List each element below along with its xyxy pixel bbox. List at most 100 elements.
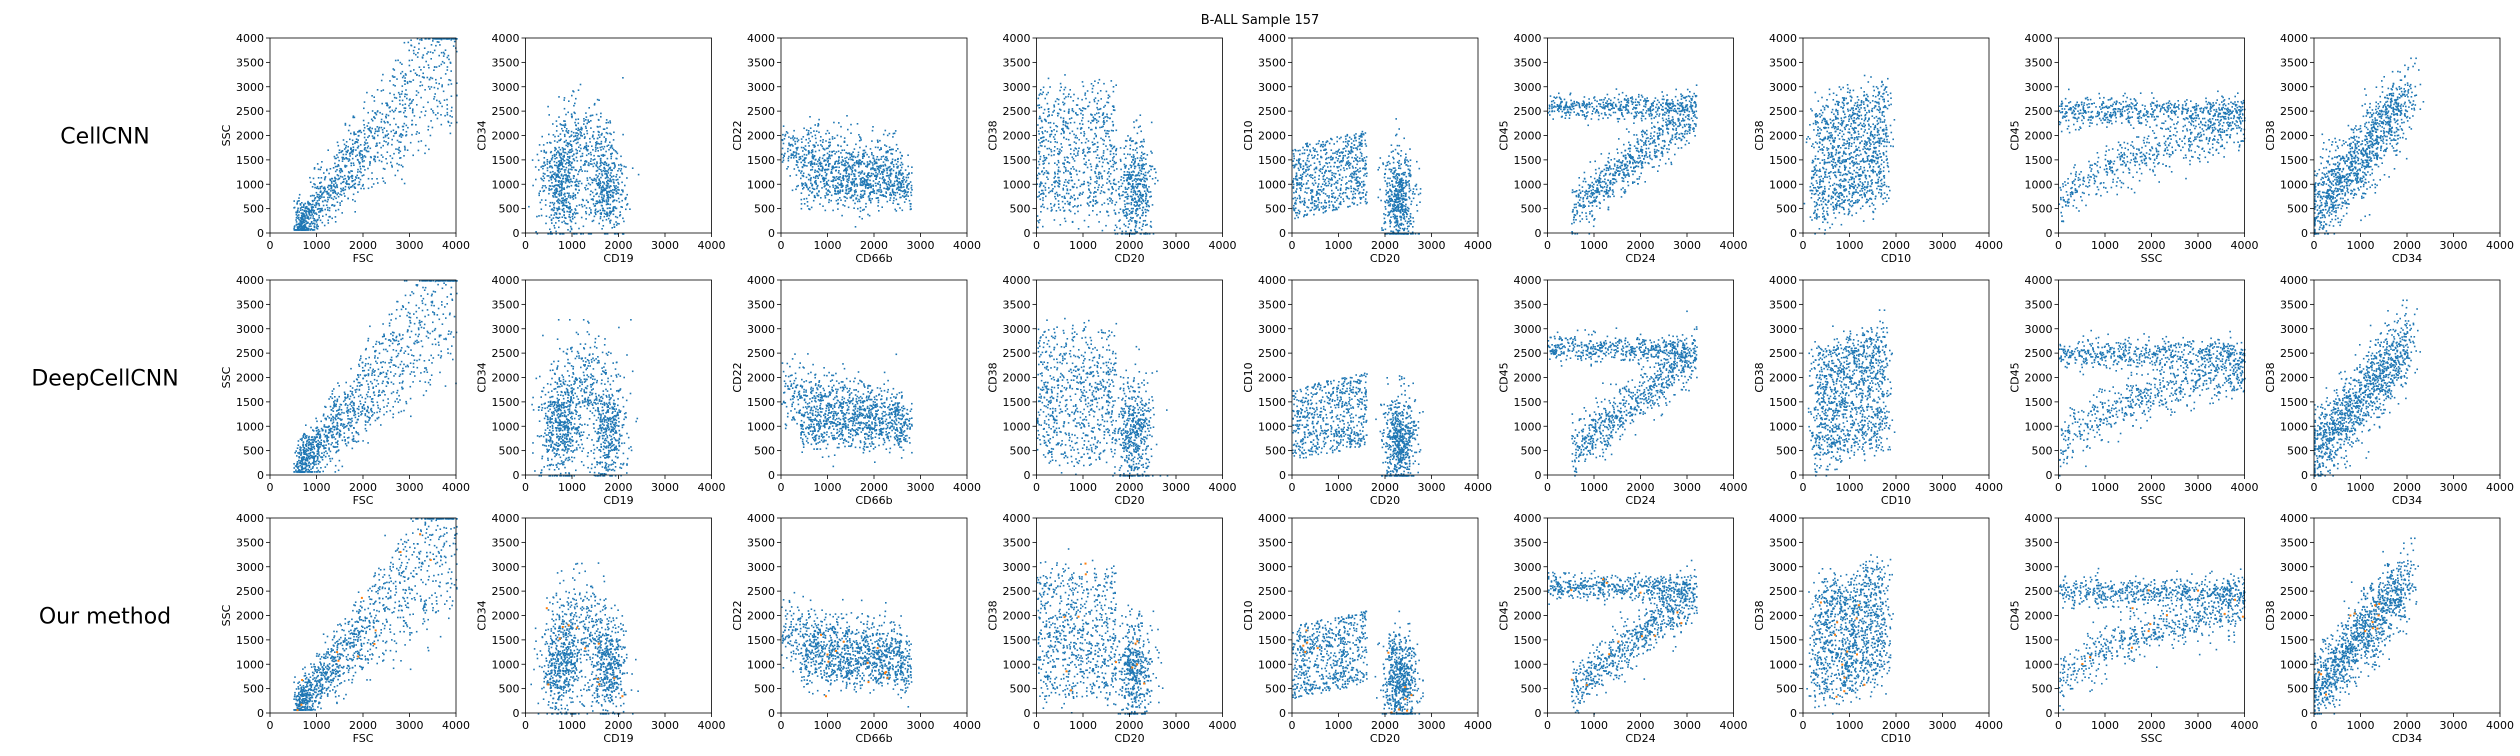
scatter-point xyxy=(561,208,564,211)
scatter-point xyxy=(1148,170,1150,173)
scatter-point xyxy=(369,129,371,132)
scatter-point xyxy=(1411,193,1414,195)
scatter-point xyxy=(891,188,894,191)
scatter-point xyxy=(900,161,903,164)
scatter-point xyxy=(349,152,352,154)
scatter-point xyxy=(900,169,902,171)
scatter-point xyxy=(904,181,907,183)
scatter-point xyxy=(1064,197,1066,199)
scatter-point xyxy=(810,162,813,164)
scatter-point xyxy=(310,211,313,214)
scatter-point xyxy=(1082,148,1085,151)
scatter-point xyxy=(384,168,386,170)
scatter-point xyxy=(563,99,565,101)
scatter-point xyxy=(1152,233,1155,235)
scatter-point xyxy=(549,171,552,174)
scatter-point xyxy=(849,196,852,199)
scatter-point xyxy=(610,155,613,158)
scatter-point xyxy=(1096,106,1098,109)
scatter-point xyxy=(599,125,601,128)
scatter-point xyxy=(350,147,352,149)
scatter-point xyxy=(540,208,543,210)
scatter-point xyxy=(1056,148,1059,150)
scatter-point xyxy=(400,72,402,75)
scatter-point xyxy=(824,171,827,174)
scatter-point xyxy=(811,168,814,171)
scatter-point xyxy=(1138,194,1141,196)
scatter-point xyxy=(870,186,872,189)
scatter-point xyxy=(885,182,887,185)
scatter-point xyxy=(319,197,322,200)
scatter-point xyxy=(839,197,841,199)
scatter-point xyxy=(599,184,601,186)
scatter-point xyxy=(558,180,560,182)
scatter-point xyxy=(844,175,847,177)
scatter-point xyxy=(568,206,570,209)
scatter-point xyxy=(1049,86,1051,88)
scatter-point xyxy=(610,175,613,178)
scatter-point xyxy=(1139,207,1141,210)
scatter-point xyxy=(1050,210,1053,212)
scatter-point xyxy=(576,149,579,152)
scatter-point xyxy=(602,197,605,200)
scatter-point xyxy=(1130,191,1132,193)
scatter-point xyxy=(1047,77,1050,80)
scatter-point xyxy=(589,176,591,179)
scatter-point xyxy=(826,181,828,183)
scatter-point xyxy=(597,181,600,184)
scatter-point xyxy=(559,183,561,185)
scatter-point xyxy=(845,172,848,175)
scatter-point xyxy=(585,116,588,118)
scatter-point xyxy=(872,157,874,159)
scatter-point xyxy=(570,134,573,136)
scatter-point xyxy=(878,166,880,169)
scatter-point xyxy=(298,223,300,226)
scatter-point xyxy=(433,38,436,40)
scatter-point xyxy=(551,188,553,190)
scatter-point xyxy=(1086,202,1089,204)
scatter-point xyxy=(871,140,873,142)
scatter-point xyxy=(609,141,611,144)
scatter-point xyxy=(1056,163,1058,166)
scatter-point xyxy=(872,168,874,170)
scatter-point xyxy=(300,217,302,219)
scatter-point xyxy=(621,206,623,208)
scatter-point xyxy=(1150,150,1152,153)
scatter-point xyxy=(555,233,557,235)
scatter-point xyxy=(338,151,340,154)
scatter-point xyxy=(556,207,558,210)
scatter-point xyxy=(567,162,570,164)
scatter-point xyxy=(558,171,560,174)
scatter-point xyxy=(620,206,622,208)
scatter-point xyxy=(1140,194,1142,197)
scatter-point xyxy=(889,192,892,194)
scatter-point xyxy=(873,169,876,172)
scatter-point xyxy=(832,184,834,187)
scatter-point xyxy=(428,38,430,40)
scatter-point xyxy=(611,162,613,165)
scatter-point xyxy=(600,188,603,191)
scatter-point xyxy=(1124,174,1127,176)
scatter-point xyxy=(1129,144,1132,147)
y-axis-label: SSC xyxy=(220,124,233,146)
scatter-point xyxy=(330,197,333,199)
scatter-point xyxy=(1113,160,1116,163)
scatter-point xyxy=(1047,172,1050,175)
scatter-point xyxy=(419,116,421,119)
scatter-point xyxy=(893,184,896,187)
scatter-point xyxy=(346,151,348,154)
scatter-point xyxy=(1095,134,1097,137)
scatter-point xyxy=(829,185,831,188)
scatter-point xyxy=(605,173,608,176)
scatter-point xyxy=(1106,120,1108,122)
scatter-point xyxy=(596,141,598,143)
scatter-point xyxy=(888,146,891,149)
scatter-point xyxy=(1062,162,1064,165)
scatter-point xyxy=(1134,185,1136,188)
scatter-point xyxy=(1087,150,1090,153)
scatter-point xyxy=(439,44,441,46)
scatter-point xyxy=(297,214,300,216)
scatter-point xyxy=(446,38,449,40)
scatter-point xyxy=(834,161,837,163)
scatter-point xyxy=(413,69,415,71)
